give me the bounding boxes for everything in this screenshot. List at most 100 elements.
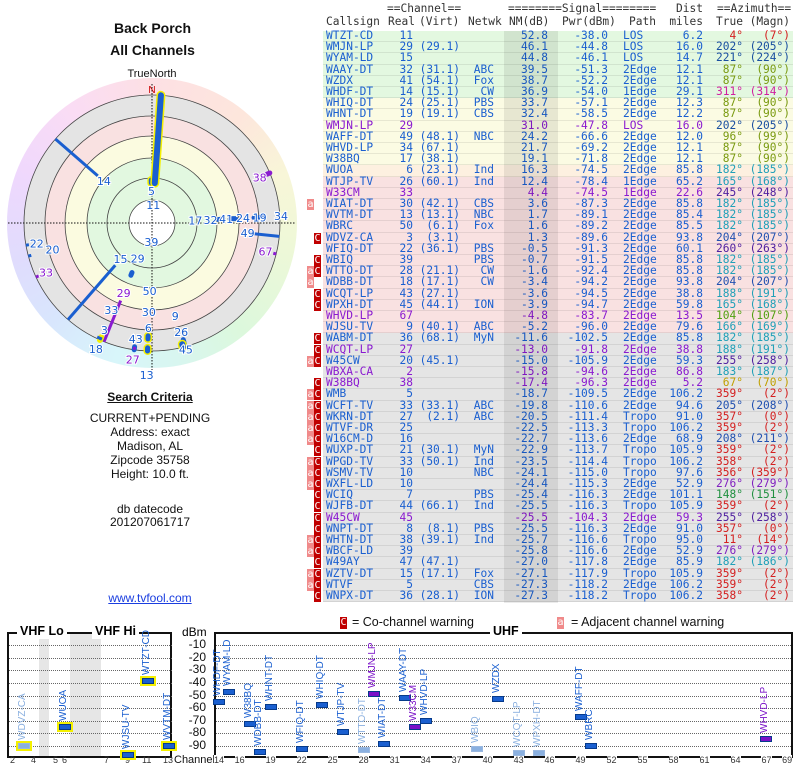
cell-cs[interactable]: WTTO-DT: [326, 264, 374, 278]
cell-cs[interactable]: WBRC: [326, 219, 353, 233]
cell-cs[interactable]: WABM-DT: [326, 331, 374, 345]
cell-cs[interactable]: WHVD-LP: [326, 309, 374, 322]
cell-cs[interactable]: WHNT-DT: [326, 107, 374, 121]
cell-cs[interactable]: WNPX-DT: [326, 589, 374, 602]
cell-cs[interactable]: WUXP-DT: [326, 443, 374, 457]
cell-cs[interactable]: WHIQ-DT: [326, 96, 374, 110]
cell-cs[interactable]: WHDF-DT: [326, 85, 374, 98]
station-marker[interactable]: [122, 751, 134, 758]
cell-cs[interactable]: WVTM-DT: [326, 208, 374, 222]
cell-cs[interactable]: W49AY: [326, 555, 360, 569]
station-marker[interactable]: [512, 749, 525, 756]
cell-cs[interactable]: WIAT-DT: [326, 197, 374, 210]
station-marker[interactable]: [491, 696, 504, 703]
cell-cs[interactable]: WJFB-DT: [326, 499, 374, 513]
station-marker[interactable]: [18, 743, 30, 750]
table-row[interactable]: WMJN-LP 29 (29.1) 46.1 -44.8 LOS 16.0 202° (205°…: [323, 41, 793, 54]
station-marker[interactable]: [398, 695, 411, 702]
table-row[interactable]: WPGD-TV 33 (50.1) Ind -23.5 -114.4 Tropo 106.2 3…: [323, 454, 793, 468]
station-marker[interactable]: [760, 736, 773, 743]
station-marker[interactable]: [264, 704, 277, 711]
table-row[interactable]: WIAT-DT 30 (42.1) CBS 3.6 -87.3 2Edge 85.8 182° (…: [323, 197, 793, 211]
table-row[interactable]: WHIQ-DT 24 (25.1) PBS 33.7 -57.1 2Edge 12.3 87° (…: [323, 96, 793, 110]
table-row[interactable]: W49AY 47 (47.1) -27.0 -117.8 2Edge 85.9 182° (18…: [323, 555, 793, 569]
cell-cs[interactable]: WKRN-DT: [326, 409, 374, 423]
station-marker[interactable]: [378, 740, 391, 747]
cell-cs[interactable]: W16CM-D: [326, 432, 374, 446]
cell-cs[interactable]: WAAY-DT: [326, 62, 374, 76]
table-row[interactable]: WVTM-DT 13 (13.1) NBC 1.7 -89.1 2Edge 85.4 182° (…: [323, 208, 793, 222]
station-marker[interactable]: [316, 702, 329, 709]
station-marker[interactable]: [419, 717, 432, 724]
table-row[interactable]: WHVD-LP 67 -4.8 -83.7 2Edge 13.5 104° (107°): [323, 309, 793, 323]
table-row[interactable]: WJFB-DT 44 (66.1) Ind -25.5 -116.3 Tropo 105.9 3…: [323, 499, 793, 513]
table-row[interactable]: WABM-DT 36 (68.1) MyN -11.6 -102.5 2Edge 85.8 18…: [323, 331, 793, 345]
cell-cs[interactable]: WDBB-DT: [326, 275, 374, 289]
table-row[interactable]: WBXA-CA 2 -15.8 -94.6 2Edge 86.8 183° (187°): [323, 365, 793, 379]
cell-cs[interactable]: WTVF-DR: [326, 421, 374, 434]
station-marker[interactable]: [223, 688, 236, 695]
table-row[interactable]: WKRN-DT 27 (2.1) ABC -20.5 -111.4 Tropo 91.0 357…: [323, 409, 793, 423]
table-row[interactable]: WZTV-DT 15 (17.1) Fox -27.1 -117.9 Tropo 105.9 3…: [323, 566, 793, 580]
cell-cs[interactable]: W45CW: [326, 510, 360, 524]
table-row[interactable]: WYAM-LD 15 44.8 -46.1 LOS 14.7 221° (224°): [323, 52, 793, 65]
table-row[interactable]: WSMV-TV 10 NBC -24.1 -115.0 Tropo 97.6 356° (359…: [323, 465, 793, 479]
table-row[interactable]: WHVD-LP 34 (67.1) 21.7 -69.2 2Edge 12.1 87° (90°…: [323, 141, 793, 155]
cell-cs[interactable]: WZTV-DT: [326, 566, 374, 580]
station-marker[interactable]: [59, 724, 71, 731]
cell-cs[interactable]: WNPT-DT: [326, 521, 374, 535]
table-row[interactable]: WUOA 6 (23.1) Ind 16.3 -74.5 2Edge 85.8 182° (185…: [323, 163, 793, 177]
table-row[interactable]: WDBB-DT 18 (17.1) CW -3.4 -94.2 2Edge 93.8 204° (…: [323, 275, 793, 289]
station-marker[interactable]: [584, 742, 597, 749]
table-row[interactable]: WCQT-LP 27 -13.0 -91.8 2Edge 38.8 188° (191°): [323, 342, 793, 356]
station-marker[interactable]: [357, 747, 370, 754]
table-row[interactable]: WHDF-DT 14 (15.1) CW 36.9 -54.0 1Edge 29.1 311° (…: [323, 85, 793, 99]
table-row[interactable]: WTVF-DR 25 -22.5 -113.3 Tropo 106.2 359° (2°): [323, 421, 793, 435]
cell-cs[interactable]: WUOA: [326, 163, 353, 177]
cell-cs[interactable]: WPGD-TV: [326, 454, 374, 468]
table-row[interactable]: W45CW 20 (45.1) -15.0 -105.9 2Edge 59.3 255° (25…: [323, 353, 793, 367]
cell-cs[interactable]: WCIQ: [326, 488, 353, 502]
table-row[interactable]: W38BQ 17 (38.1) 19.1 -71.8 2Edge 12.1 87° (90°): [323, 152, 793, 166]
station-marker[interactable]: [336, 729, 349, 736]
cell-cs[interactable]: WCQT-LP: [326, 342, 374, 356]
table-row[interactable]: WTZT-CD 11 52.8 -38.0 LOS 6.2 4° (7°): [323, 30, 793, 43]
station-marker[interactable]: [574, 714, 587, 721]
table-row[interactable]: WCQT-LP 43 (27.1) -3.6 -94.5 2Edge 38.8 188° (19…: [323, 286, 793, 300]
cell-cs[interactable]: WAFF-DT: [326, 129, 374, 143]
table-row[interactable]: WPXH-DT 45 (44.1) ION -3.9 -94.7 2Edge 59.8 165°…: [323, 298, 793, 311]
table-row[interactable]: WHNT-DT 19 (19.1) CBS 32.4 -58.5 2Edge 12.2 87° (…: [323, 107, 793, 121]
cell-cs[interactable]: W45CW: [326, 353, 360, 367]
table-row[interactable]: WMB 5 -18.7 -109.5 2Edge 106.2 359° (2°): [323, 388, 793, 401]
table-row[interactable]: WTTO-DT 28 (21.1) CW -1.6 -92.4 2Edge 85.8 182° (…: [323, 264, 793, 278]
station-marker[interactable]: [471, 745, 484, 752]
cell-cs[interactable]: WCQT-LP: [326, 286, 374, 300]
table-row[interactable]: WAFF-DT 49 (48.1) NBC 24.2 -66.6 2Edge 12.0 96° (…: [323, 129, 793, 143]
cell-cs[interactable]: WSMV-TV: [326, 465, 374, 479]
cell-cs[interactable]: WHVD-LP: [326, 141, 374, 154]
cell-cs[interactable]: W38BQ: [326, 152, 360, 166]
table-row[interactable]: W38BQ 38 -17.4 -96.3 2Edge 5.2 67° (70°): [323, 377, 793, 390]
cell-cs[interactable]: WTVF: [326, 577, 353, 591]
cell-cs[interactable]: WHTN-DT: [326, 533, 374, 546]
table-row[interactable]: WUXP-DT 21 (30.1) MyN -22.9 -113.7 Tropo 105.9 3…: [323, 443, 793, 457]
cell-cs[interactable]: WZDX: [326, 73, 353, 87]
table-row[interactable]: WCFT-TV 33 (33.1) ABC -19.8 -110.6 2Edge 94.6 20…: [323, 399, 793, 412]
table-row[interactable]: WTVF 5 CBS -27.3 -118.2 2Edge 106.2 359° (2°): [323, 577, 793, 591]
table-row[interactable]: WNPX-DT 36 (28.1) ION -27.3 -118.2 Tropo 106.2 3…: [323, 589, 793, 603]
station-marker[interactable]: [533, 749, 546, 756]
station-marker[interactable]: [295, 745, 308, 752]
cell-cs[interactable]: WDVZ-CA: [326, 230, 374, 244]
table-row[interactable]: WBCF-LD 39 -25.8 -116.6 2Edge 52.9 276° (279°): [323, 545, 793, 558]
station-marker[interactable]: [243, 721, 256, 728]
table-row[interactable]: WTJP-TV 26 (60.1) Ind 12.4 -78.4 1Edge 65.2 165°…: [323, 175, 793, 188]
table-row[interactable]: W33CM 33 4.4 -74.5 1Edge 22.6 245° (248°): [323, 185, 793, 199]
cell-cs[interactable]: W33CM: [326, 185, 360, 199]
table-row[interactable]: WZDX 41 (54.1) Fox 38.7 -52.2 2Edge 12.1 87° (90°…: [323, 73, 793, 87]
table-row[interactable]: WAAY-DT 32 (31.1) ABC 39.5 -51.3 2Edge 12.1 87° (…: [323, 62, 793, 76]
table-row[interactable]: WCIQ 7 PBS -25.4 -116.3 2Edge 101.1 148° (151°): [323, 488, 793, 502]
cell-cs[interactable]: WBIQ: [326, 253, 353, 266]
table-row[interactable]: WFIQ-DT 22 (36.1) PBS -0.5 -91.3 2Edge 60.1 260°…: [323, 242, 793, 255]
station-marker[interactable]: [367, 690, 380, 697]
cell-cs[interactable]: WBXA-CA: [326, 365, 374, 378]
